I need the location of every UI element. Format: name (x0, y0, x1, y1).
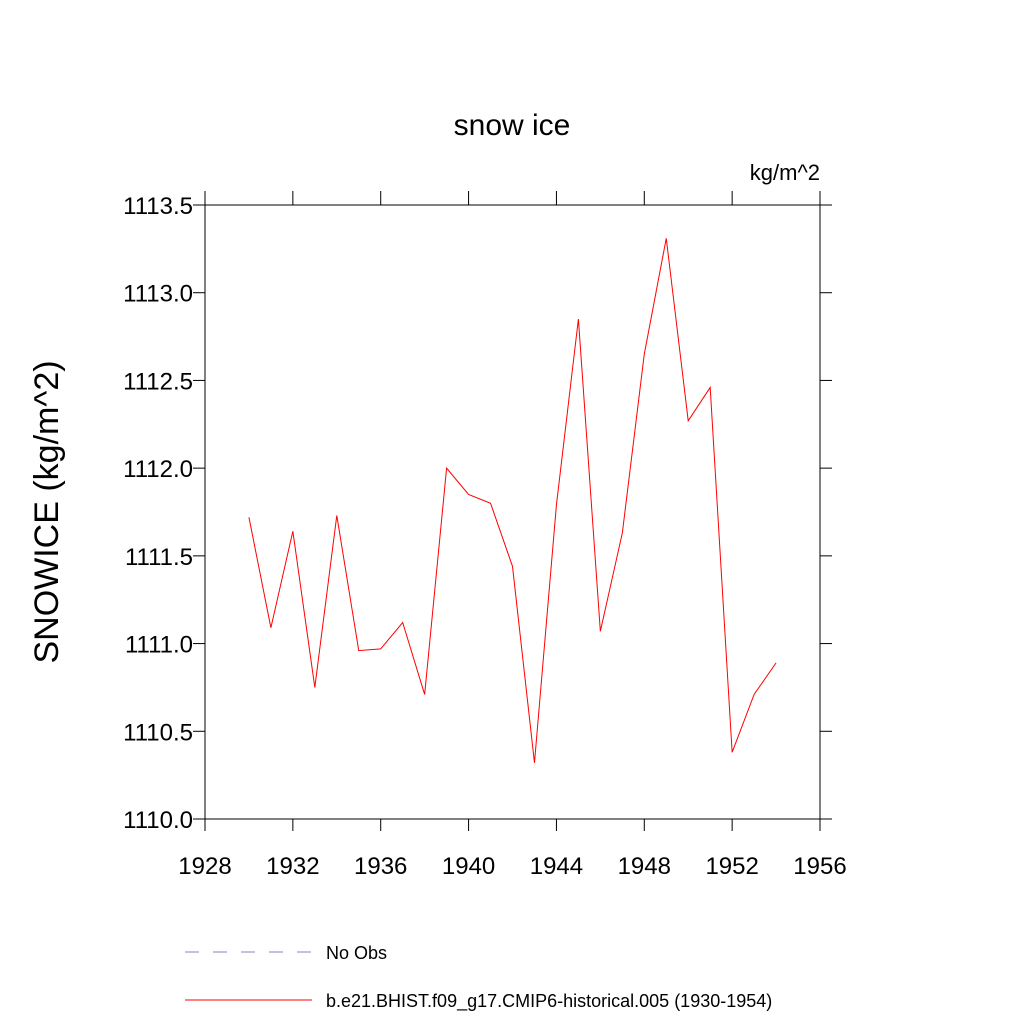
x-tick-label: 1956 (793, 853, 846, 880)
x-tick-label: 1952 (705, 853, 758, 880)
y-axis-label: SNOWICE (kg/m^2) (28, 360, 66, 663)
x-tick-label: 1928 (178, 853, 231, 880)
data-line (248, 238, 777, 763)
y-tick-label: 1110.5 (123, 719, 193, 746)
x-tick-label: 1932 (266, 853, 319, 880)
chart-title: snow ice (454, 109, 571, 142)
y-tick-label: 1113.0 (123, 281, 193, 308)
x-tick-label: 1944 (530, 853, 583, 880)
y-tick-label: 1111.0 (125, 632, 193, 659)
y-tick-label: 1112.5 (123, 368, 193, 395)
y-tick-label: 1111.5 (125, 544, 193, 571)
units-label: kg/m^2 (750, 160, 820, 185)
legend-label: No Obs (326, 943, 387, 963)
x-tick-label: 1948 (618, 853, 671, 880)
y-tick-label: 1113.5 (123, 193, 193, 220)
legend-label: b.e21.BHIST.f09_g17.CMIP6-historical.005… (326, 991, 772, 1012)
x-tick-label: 1940 (442, 853, 495, 880)
plot-frame (204, 204, 821, 820)
y-tick-label: 1110.0 (123, 807, 193, 834)
y-tick-label: 1112.0 (123, 456, 193, 483)
x-tick-label: 1936 (354, 853, 407, 880)
